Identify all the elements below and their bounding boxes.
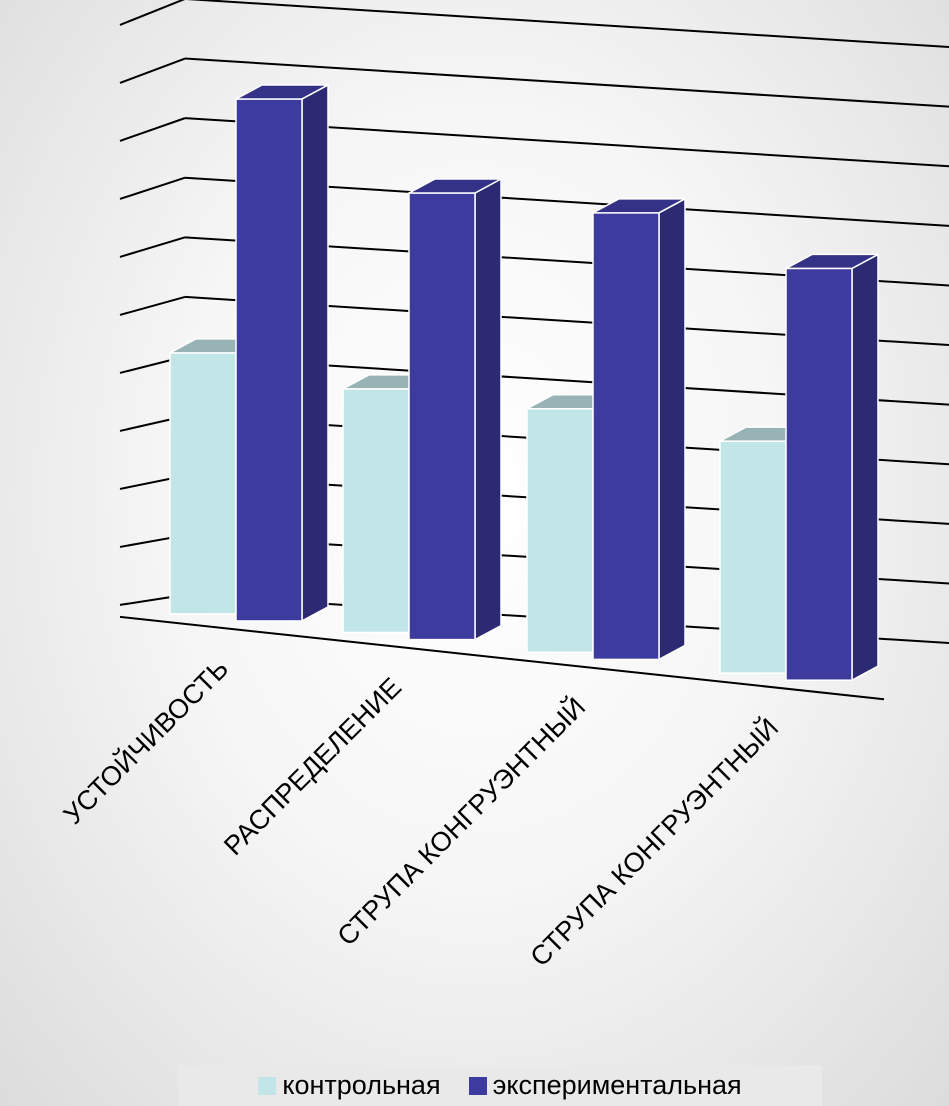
legend-item-control: контрольная bbox=[258, 1070, 441, 1101]
x-axis-line bbox=[119, 615, 885, 701]
gridline-left-8 bbox=[119, 117, 186, 142]
legend-swatch-experimental bbox=[468, 1076, 487, 1095]
bar-experimental-2 bbox=[592, 197, 686, 661]
bar-experimental-3 bbox=[785, 253, 879, 682]
x-tick-label-1: РАСПРЕДЕЛЕНИЕ bbox=[218, 672, 407, 861]
gridline-back-9 bbox=[184, 57, 949, 108]
gridline-back-10 bbox=[186, 0, 949, 49]
bar-experimental-0 bbox=[235, 83, 329, 623]
gridline-left-6 bbox=[119, 236, 186, 258]
bars bbox=[169, 83, 879, 682]
x-tick-label-3: СТРУПА КОНГРУЭНТНЫЙ bbox=[524, 712, 784, 972]
bar-experimental-1 bbox=[408, 177, 502, 641]
legend-item-experimental: экспериментальная bbox=[468, 1070, 742, 1101]
gridline-left-9 bbox=[119, 57, 186, 84]
gridline-left-10 bbox=[119, 0, 186, 26]
gridline-left-5 bbox=[119, 295, 186, 316]
legend-label-experimental: экспериментальная bbox=[492, 1070, 742, 1100]
gridline-left-7 bbox=[119, 176, 186, 200]
legend-swatch-control bbox=[258, 1076, 277, 1095]
legend: контрольная экспериментальная bbox=[178, 1065, 822, 1106]
legend-label-control: контрольная bbox=[282, 1070, 441, 1100]
x-tick-label-0: УСТОЙЧИВОСТЬ bbox=[57, 653, 234, 830]
